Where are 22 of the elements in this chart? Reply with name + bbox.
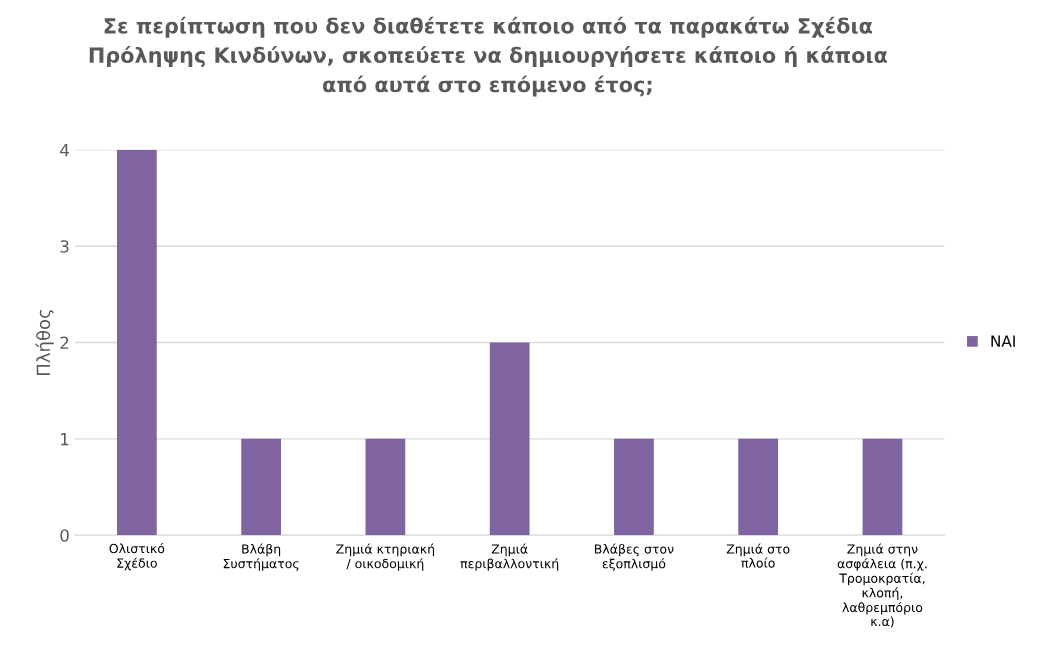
x-tick-label: Βλάβες στον εξοπλισμό: [594, 543, 674, 571]
y-tick-label: 0: [60, 529, 69, 542]
bar: [489, 342, 530, 536]
bar: [365, 438, 406, 536]
x-tick-label: Βλάβη Συστήματος: [223, 543, 299, 571]
bar: [116, 149, 157, 536]
x-tick-label: Ζημιά στην ασφάλεια (π.χ. Τρομοκρατία, κλοπή, λαθρεμπόριο κ.α): [837, 543, 927, 628]
x-tick-label: Ζημιά κτηριακή / οικοδομική: [336, 543, 435, 571]
x-tick-label: Ζημιά περιβαλλοντική: [460, 543, 559, 571]
x-tick-label: Ολιστικό Σχέδιο: [109, 543, 165, 571]
bar: [738, 438, 779, 536]
y-tick-label: 2: [60, 336, 69, 349]
x-tick-label: Ζημιά στο πλοίο: [726, 543, 790, 568]
y-tick-label: 1: [61, 433, 69, 446]
bar: [862, 438, 903, 536]
y-axis-title: Πλήθος: [35, 310, 54, 375]
bar: [241, 438, 282, 536]
legend-label: ΝΑΙ: [991, 335, 1015, 347]
y-tick-label: 4: [60, 144, 69, 157]
chart-title: Σε περίπτωση που δεν διαθέτετε κάποιο από τα παρακάτω Σχέδια Πρόληψης Κινδύνων, σκοπεύετε να δημιουργήσετε κάποιο ή κάποια από αυτά στο επόμενο έτος;: [89, 16, 887, 97]
bar: [614, 438, 654, 536]
y-tick-label: 3: [60, 240, 69, 253]
